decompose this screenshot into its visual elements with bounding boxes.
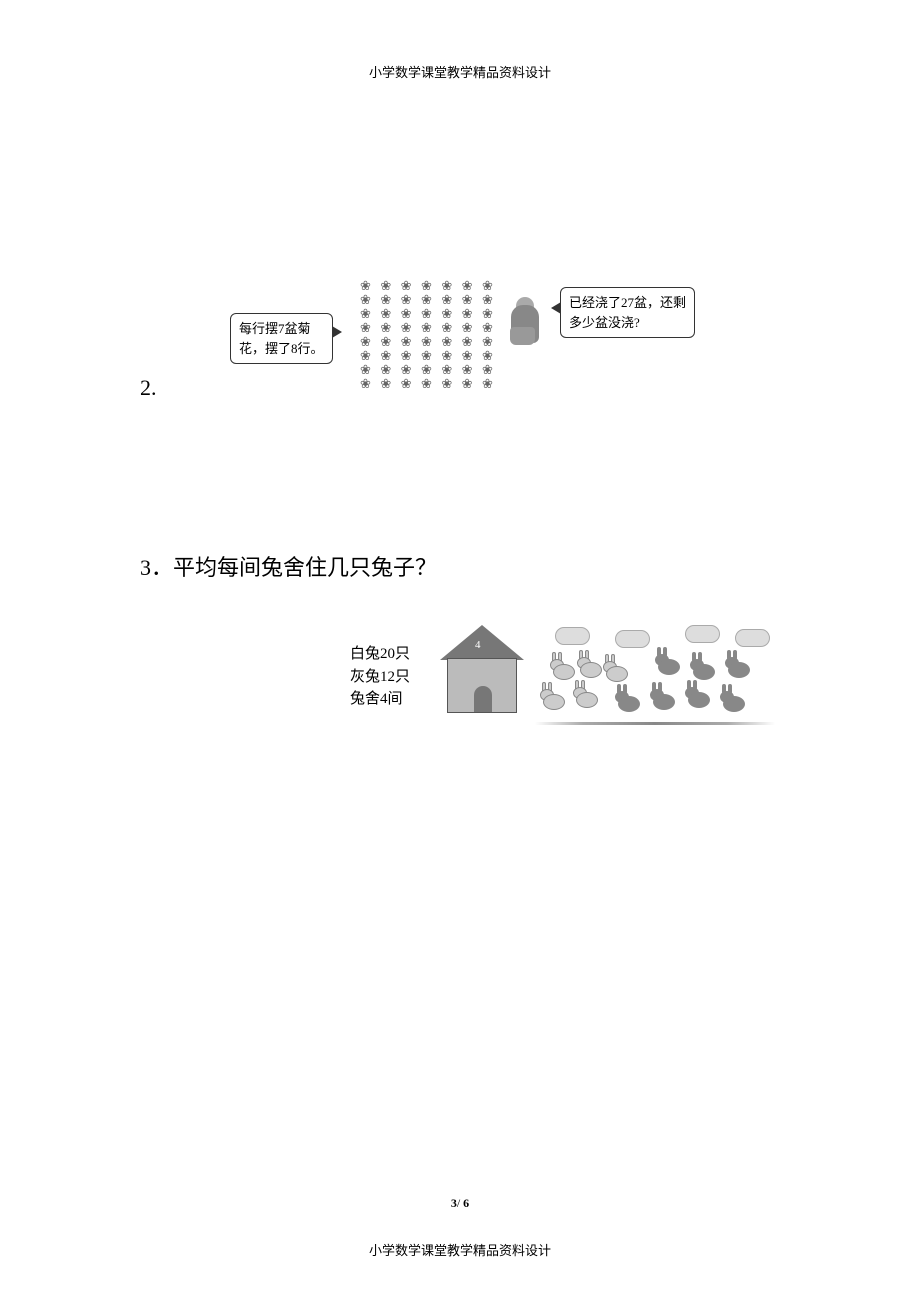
problem-3-illustration: 白兔20只 灰兔12只 兔舍4间 4 (350, 615, 780, 735)
rabbit-icon (577, 653, 605, 678)
flower-icon (360, 378, 373, 393)
flower-icon (441, 378, 454, 393)
rabbit-gray-icon (655, 650, 683, 675)
rabbit-icon (550, 655, 578, 680)
rabbit-icon (573, 683, 601, 708)
gray-rabbit-count: 灰兔12只 (350, 669, 410, 685)
rabbit-gray-icon (720, 687, 748, 712)
problem-3-question: 3．平均每间兔舍住几只兔子？ (140, 550, 780, 585)
left-box-line1: 每行摆7盆菊 (239, 321, 311, 336)
problem-3-number: 3 (140, 555, 151, 580)
left-box-line2: 花，摆了8行。 (239, 341, 324, 356)
rabbit-gray-icon (615, 687, 643, 712)
rabbits-area (535, 635, 775, 725)
cloud-icon (615, 630, 650, 648)
right-box-line1: 已经浇了27盆，还剩 (569, 295, 686, 310)
rabbit-info-text: 白兔20只 灰兔12只 兔舍4间 (350, 643, 410, 711)
watering-can-icon (510, 327, 535, 345)
flower-grid (360, 280, 495, 392)
right-box-line2: 多少盆没浇? (569, 315, 640, 330)
cloud-icon (735, 629, 770, 647)
rabbit-icon (540, 685, 568, 710)
flower-icon (401, 378, 414, 393)
rabbit-house-icon: 4 (440, 625, 525, 720)
flower-icon (482, 378, 495, 393)
flower-icon (462, 378, 475, 393)
page-separator: / (457, 1196, 460, 1210)
problem-3-question-text: ．平均每间兔舍住几只兔子？ (151, 555, 437, 580)
problem-3-container: 3．平均每间兔舍住几只兔子？ 白兔20只 灰兔12只 兔舍4间 4 (140, 550, 780, 585)
page-number: 3/ 6 (0, 1196, 920, 1211)
page-total: 6 (463, 1196, 469, 1210)
cloud-icon (685, 625, 720, 643)
flower-icon (421, 378, 434, 393)
house-number-label: 4 (475, 639, 481, 651)
rabbit-gray-icon (650, 685, 678, 710)
cloud-icon (555, 627, 590, 645)
rabbit-house-count: 兔舍4间 (350, 691, 403, 707)
problem-2-number: 2. (140, 375, 157, 401)
rabbit-icon (603, 657, 631, 682)
problem-2-illustration: 每行摆7盆菊 花，摆了8行。 已经浇了27盆，还剩 多少盆没浇? (220, 275, 760, 405)
rabbit-gray-icon (685, 683, 713, 708)
flower-icon (380, 378, 393, 393)
right-speech-box: 已经浇了27盆，还剩 多少盆没浇? (560, 287, 695, 338)
flower-row (360, 378, 495, 393)
white-rabbit-count: 白兔20只 (350, 646, 410, 662)
page-footer: 小学数学课堂教学精品资料设计 (0, 1240, 920, 1259)
rabbit-gray-icon (690, 655, 718, 680)
left-speech-box: 每行摆7盆菊 花，摆了8行。 (230, 313, 333, 364)
page-header: 小学数学课堂教学精品资料设计 (0, 62, 920, 81)
ground-line (535, 722, 775, 725)
rabbit-gray-icon (725, 653, 753, 678)
